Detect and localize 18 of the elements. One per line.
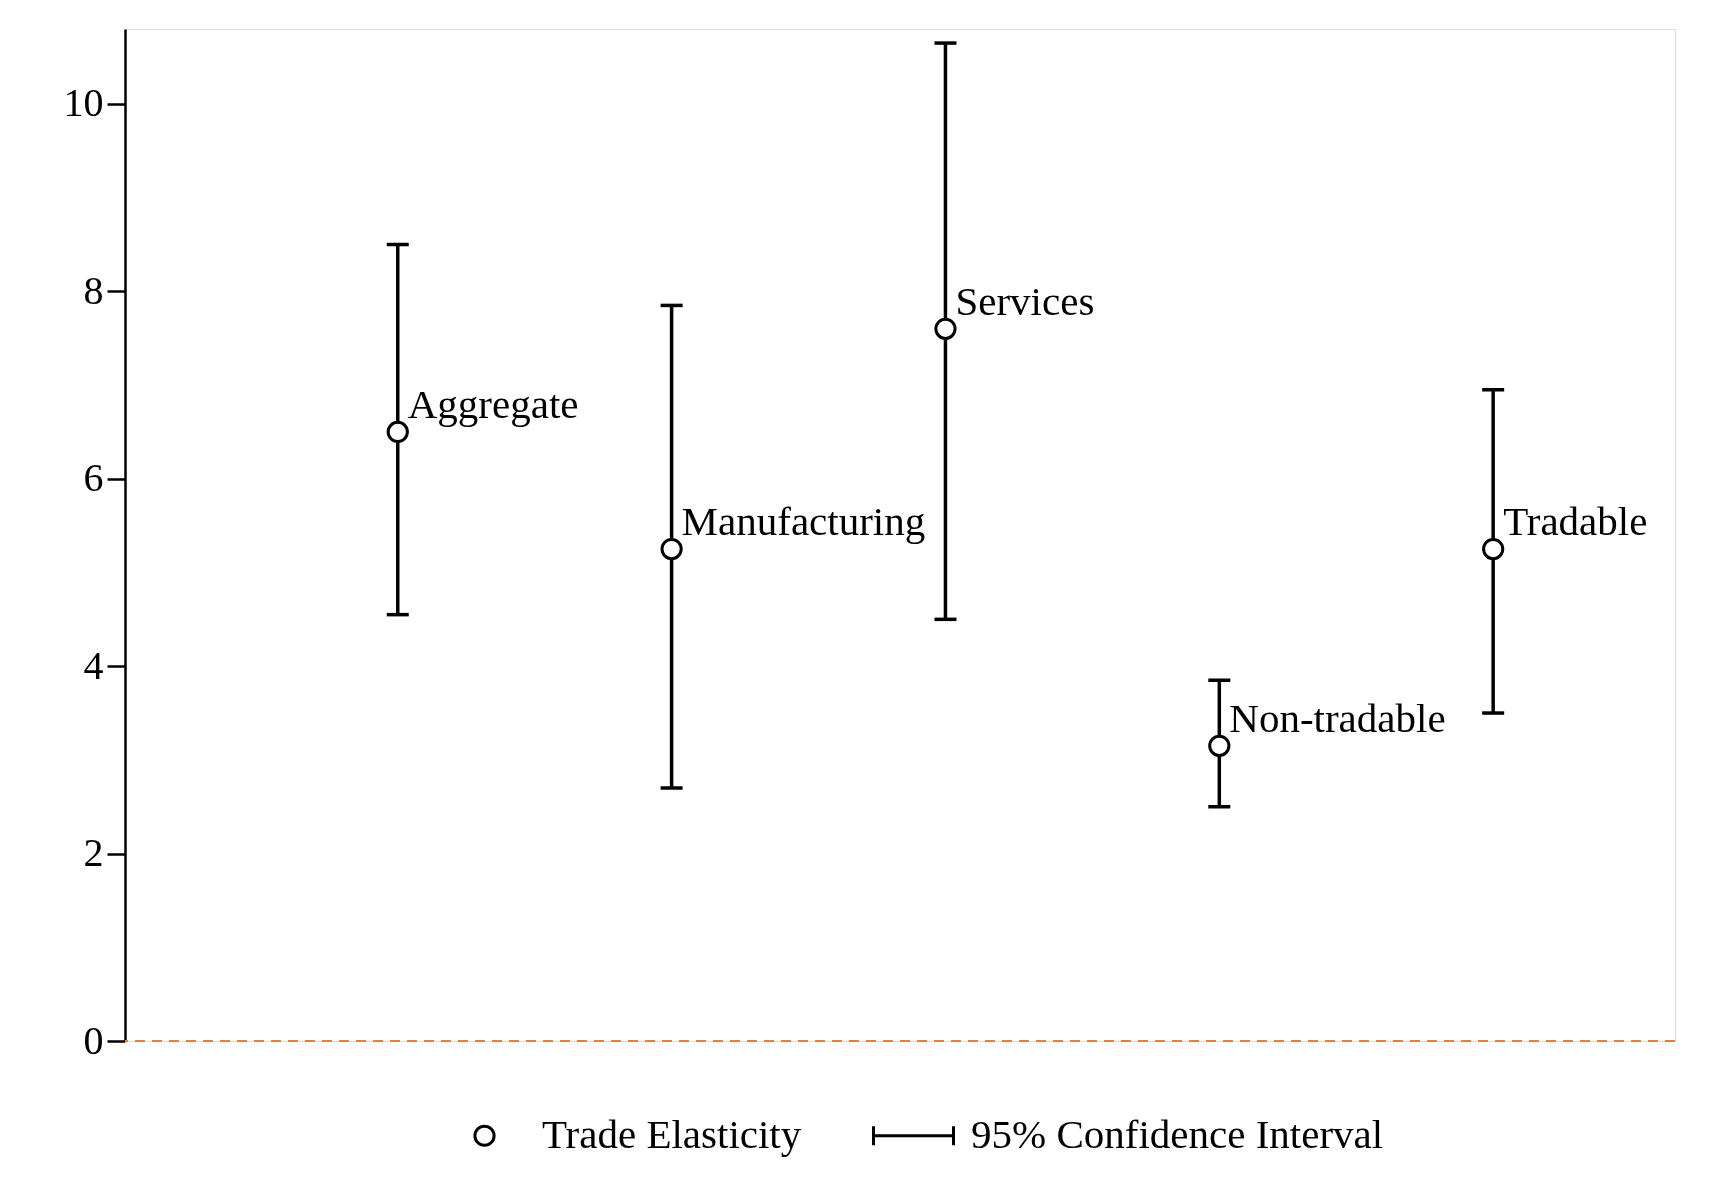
point	[1208, 734, 1231, 757]
data-label: Manufacturing	[681, 498, 926, 545]
y-tick-label: 0	[83, 1017, 104, 1063]
data-label: Tradable	[1503, 498, 1648, 545]
y-tick-label: 6	[83, 455, 104, 501]
point	[386, 420, 409, 444]
data-label: Non-tradable	[1229, 694, 1446, 741]
y-tick-label: 2	[83, 830, 104, 876]
text: 95% Confidence Interval	[971, 1110, 1384, 1157]
y-tick-label: 4	[83, 642, 104, 688]
y-tick-label: 8	[83, 267, 104, 313]
legend-label: Trade Elasticity	[542, 1110, 802, 1157]
y-tick-label: 10	[63, 80, 104, 126]
point	[934, 317, 957, 340]
data-label: Services	[955, 277, 1095, 324]
point	[1482, 537, 1505, 561]
data-label: Aggregate	[407, 380, 579, 427]
point	[660, 537, 683, 561]
